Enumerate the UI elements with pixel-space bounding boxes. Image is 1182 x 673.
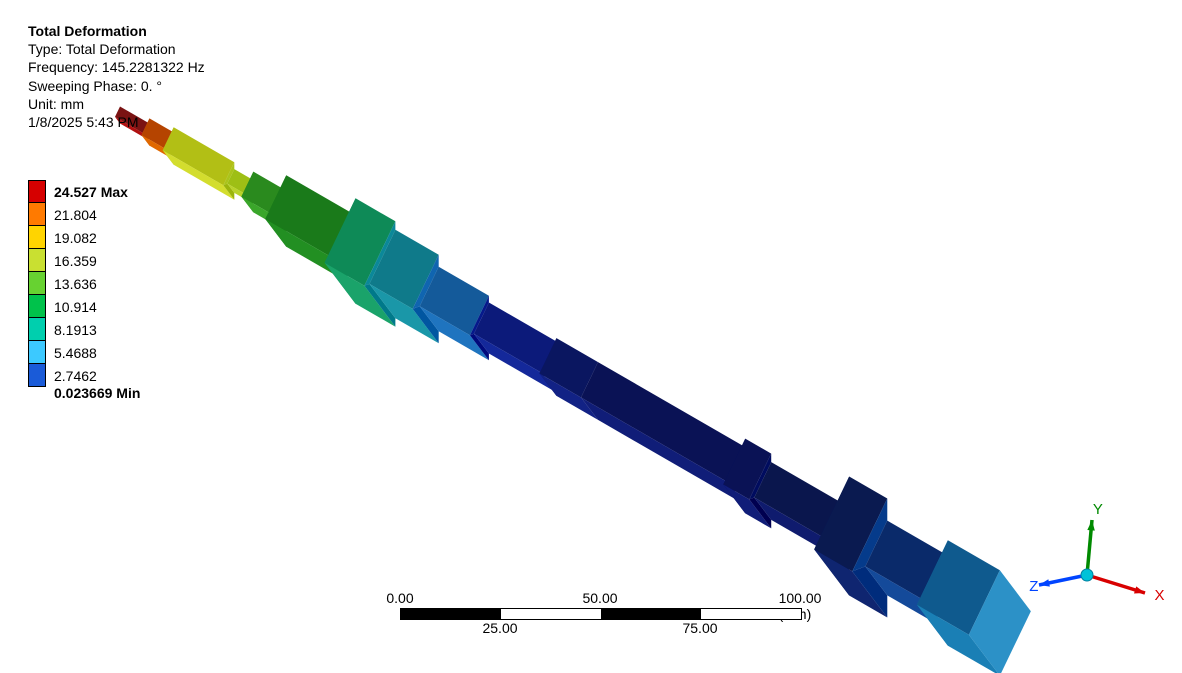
scale-label: 75.00 bbox=[682, 620, 717, 636]
legend-swatch bbox=[28, 249, 46, 272]
legend-label: 24.527 Max bbox=[54, 184, 128, 200]
result-info-block: Total Deformation Type: Total Deformatio… bbox=[28, 22, 205, 131]
legend-label: 5.4688 bbox=[54, 345, 97, 361]
result-type-line: Type: Total Deformation bbox=[28, 40, 205, 58]
legend-swatch bbox=[28, 272, 46, 295]
result-title: Total Deformation bbox=[28, 22, 205, 40]
legend-swatch bbox=[28, 180, 46, 203]
legend-row[interactable]: 8.1913 bbox=[28, 318, 140, 341]
legend-swatch bbox=[28, 295, 46, 318]
result-phase: Sweeping Phase: 0. ° bbox=[28, 77, 205, 95]
legend-swatch bbox=[28, 364, 46, 387]
orientation-triad[interactable]: ZXY bbox=[1022, 515, 1152, 625]
axis-z: Z bbox=[1029, 575, 1087, 595]
legend-swatch bbox=[28, 341, 46, 364]
legend-label: 0.023669 Min bbox=[54, 385, 140, 401]
scale-segment bbox=[601, 609, 701, 619]
axis-y: Y bbox=[1087, 501, 1103, 575]
scale-label: 50.00 bbox=[582, 590, 617, 606]
legend-swatch bbox=[28, 318, 46, 341]
axis-x: X bbox=[1087, 575, 1165, 604]
scale-segment bbox=[701, 609, 801, 619]
legend-row[interactable]: 5.4688 bbox=[28, 341, 140, 364]
axis-label-z: Z bbox=[1029, 578, 1038, 595]
axis-label-y: Y bbox=[1093, 501, 1103, 518]
scale-track bbox=[400, 608, 802, 620]
legend-row[interactable]: 10.914 bbox=[28, 295, 140, 318]
result-viewport[interactable]: Total Deformation Type: Total Deformatio… bbox=[0, 0, 1182, 673]
legend-swatch bbox=[28, 226, 46, 249]
scale-segment bbox=[401, 609, 501, 619]
triad-origin[interactable] bbox=[1081, 569, 1093, 581]
legend-row[interactable]: 19.082 bbox=[28, 226, 140, 249]
scale-label: 0.00 bbox=[386, 590, 413, 606]
result-frequency: Frequency: 145.2281322 Hz bbox=[28, 58, 205, 76]
legend-label: 19.082 bbox=[54, 230, 97, 246]
scale-top-labels: 0.0050.00100.00 (mm) bbox=[400, 590, 820, 608]
legend-label: 2.7462 bbox=[54, 368, 97, 384]
legend-label: 8.1913 bbox=[54, 322, 97, 338]
scale-segment bbox=[501, 609, 601, 619]
legend-label: 13.636 bbox=[54, 276, 97, 292]
result-unit: Unit: mm bbox=[28, 95, 205, 113]
scale-label: 25.00 bbox=[482, 620, 517, 636]
legend-label: 21.804 bbox=[54, 207, 97, 223]
contour-legend[interactable]: 24.527 Max 21.804 19.082 16.359 13.636 10.914… bbox=[28, 180, 140, 402]
legend-label: 10.914 bbox=[54, 299, 97, 315]
legend-swatch bbox=[28, 203, 46, 226]
result-datetime: 1/8/2025 5:43 PM bbox=[28, 113, 205, 131]
legend-row[interactable]: 13.636 bbox=[28, 272, 140, 295]
axis-label-x: X bbox=[1155, 587, 1165, 604]
scale-bar: 0.0050.00100.00 (mm) 25.00 75.00 bbox=[400, 590, 820, 638]
legend-label: 16.359 bbox=[54, 253, 97, 269]
legend-row[interactable]: 24.527 Max bbox=[28, 180, 140, 203]
legend-row[interactable]: 21.804 bbox=[28, 203, 140, 226]
legend-row[interactable]: 16.359 bbox=[28, 249, 140, 272]
scale-bot-labels: 25.00 75.00 bbox=[400, 620, 820, 638]
